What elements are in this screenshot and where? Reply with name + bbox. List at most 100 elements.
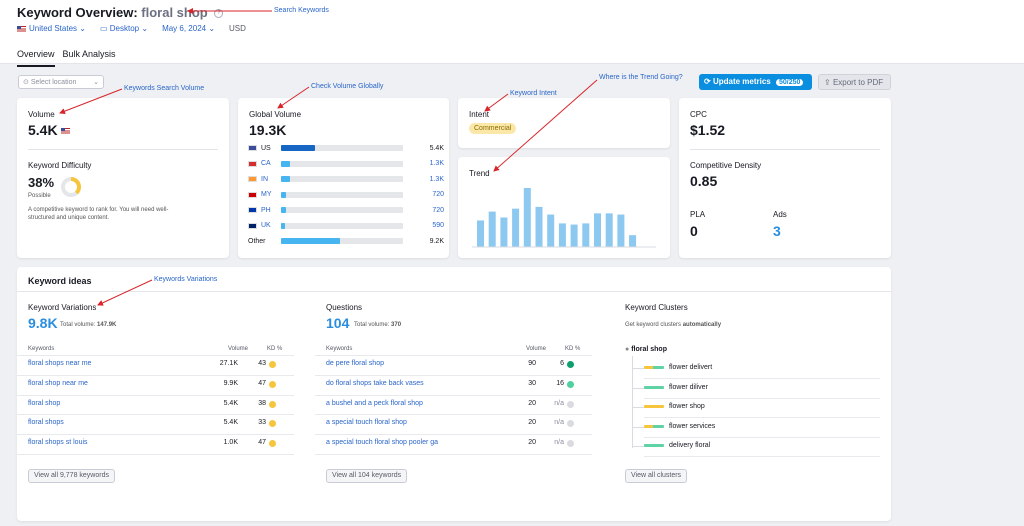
variations-value[interactable]: 9.8K [28, 315, 58, 331]
annotation-check-global: Check Volume Globally [311, 83, 384, 90]
uk-flag-icon [248, 222, 257, 229]
us-flag-icon [17, 25, 26, 32]
country-volume[interactable]: 720 [432, 191, 444, 198]
title-keyword: floral shop [141, 5, 208, 20]
view-all-variations-button[interactable]: View all 9,778 keywords [28, 469, 115, 483]
trend-card: Trend [458, 157, 670, 258]
questions-total: Total volume: 370 [354, 322, 402, 328]
row-divider [644, 378, 880, 379]
trend-bar [605, 213, 613, 247]
currency-label: USD [229, 24, 246, 33]
global-volume-row: MY 720 [248, 190, 444, 200]
keyword-link[interactable]: floral shops st louis [28, 439, 88, 447]
trend-label: Trend [469, 169, 490, 178]
row-divider [315, 374, 592, 376]
title-prefix: Keyword Overview: [17, 5, 138, 20]
row-divider [644, 456, 880, 458]
keyword-volume: 5.4K [223, 419, 238, 427]
chevron-down-icon: ⌄ [208, 24, 216, 33]
annotation-search-volume: Keywords Search Volume [124, 85, 205, 92]
row-divider [17, 454, 294, 455]
tab-bulk-analysis[interactable]: Bulk Analysis [62, 49, 116, 59]
trend-bar [629, 235, 637, 247]
bullet-icon: ● [625, 346, 632, 353]
clusters-description: Get keyword clusters automatically [625, 322, 722, 328]
country-volume[interactable]: 1.3K [429, 160, 444, 167]
keyword-volume: 20 [528, 399, 536, 407]
country-volume: 5.4K [429, 144, 444, 152]
ads-value[interactable]: 3 [773, 223, 781, 239]
cluster-tree-line [632, 356, 633, 448]
kd-dot-icon [269, 380, 276, 388]
cluster-branch-line [632, 387, 644, 389]
global-volume-label: Global Volume [249, 110, 302, 119]
keyword-link[interactable]: de pere floral shop [326, 360, 384, 367]
export-pdf-button[interactable]: ⇪ Export to PDF [818, 74, 891, 90]
keyword-link[interactable]: a special touch floral shop [326, 419, 407, 427]
keyword-link[interactable]: floral shops near me [28, 360, 92, 367]
cluster-item[interactable]: flower services [644, 423, 715, 430]
date-selector[interactable]: May 6, 2024 ⌄ [162, 24, 216, 33]
help-icon[interactable]: ? [214, 9, 224, 19]
trend-bar [547, 214, 555, 247]
keyword-link[interactable]: a special touch floral shop pooler ga [326, 439, 439, 447]
country-code: IN [261, 175, 268, 183]
cluster-root[interactable]: ● floral shop [625, 346, 667, 353]
cluster-item[interactable]: flower delivert [644, 364, 712, 371]
col-volume: Volume [526, 346, 547, 352]
update-metrics-button[interactable]: ⟳ Update metrics 50/250 [699, 74, 812, 90]
kd-dot-icon [567, 361, 574, 368]
pla-label: PLA [690, 210, 706, 219]
divider [17, 291, 891, 292]
keyword-link[interactable]: floral shops [28, 419, 64, 427]
volume-card: Volume 5.4K Keyword Difficulty 38% Possi… [17, 98, 229, 258]
chevron-down-icon: ⌄ [141, 24, 149, 33]
cluster-item[interactable]: flower shop [644, 403, 705, 410]
view-all-clusters-button[interactable]: View all clusters [625, 469, 688, 483]
trend-bar [500, 217, 508, 247]
country-code: US [261, 144, 271, 152]
cluster-item[interactable]: delivery floral [644, 442, 710, 449]
device-selector[interactable]: ▭ Desktop ⌄ [99, 24, 149, 33]
trend-chart [472, 188, 656, 248]
ph-flag-icon [248, 207, 257, 213]
keyword-link[interactable]: floral shop [28, 399, 61, 407]
row-divider [315, 434, 592, 436]
location-select[interactable]: ⊙ Select location ⌄ [18, 75, 104, 89]
intent-card: Intent Commercial [458, 98, 670, 148]
country-selector[interactable]: United States ⌄ [17, 24, 86, 33]
volume-share-fill [281, 238, 340, 244]
keyword-link[interactable]: floral shop near me [28, 379, 88, 387]
ads-label: Ads [773, 210, 787, 219]
keyword-volume: 20 [528, 419, 536, 427]
cluster-item[interactable]: flower diliver [644, 384, 708, 391]
view-all-questions-button[interactable]: View all 104 keywords [326, 469, 408, 483]
kd-value: 38% [28, 175, 55, 190]
page-header: Keyword Overview: floral shop ? United S… [0, 0, 1024, 67]
keyword-ideas-card: Keyword ideas Keyword Variations 9.8K To… [17, 267, 891, 521]
trend-bar [512, 208, 520, 247]
cpc-value: $1.52 [690, 122, 726, 138]
variations-total: Total volume: 147.9K [60, 322, 117, 328]
intent-badge: Commercial [469, 123, 517, 134]
annotation-intent: Keyword Intent [510, 90, 557, 97]
keyword-volume: 90 [528, 360, 536, 367]
row-divider [17, 355, 294, 356]
global-volume-value: 19.3K [249, 122, 287, 138]
tab-overview[interactable]: Overview [17, 49, 55, 67]
keyword-kd: n/a [554, 399, 564, 407]
filter-bar: United States ⌄ ▭ Desktop ⌄ May 6, 2024 … [17, 24, 246, 33]
global-volume-row: UK 590 [248, 221, 444, 231]
cluster-branch-line [632, 446, 644, 448]
row-divider [315, 394, 592, 396]
keyword-link[interactable]: do floral shops take back vases [326, 379, 424, 387]
cluster-strength-bar [644, 385, 664, 389]
questions-value[interactable]: 104 [326, 315, 350, 331]
country-volume[interactable]: 720 [432, 206, 444, 214]
global-volume-row: PH 720 [248, 205, 444, 215]
country-volume[interactable]: 1.3K [429, 175, 444, 183]
country-volume[interactable]: 590 [432, 222, 444, 229]
keyword-link[interactable]: a bushel and a peck floral shop [326, 399, 423, 407]
cluster-branch-line [632, 426, 644, 428]
keyword-kd: 33 [258, 419, 266, 427]
